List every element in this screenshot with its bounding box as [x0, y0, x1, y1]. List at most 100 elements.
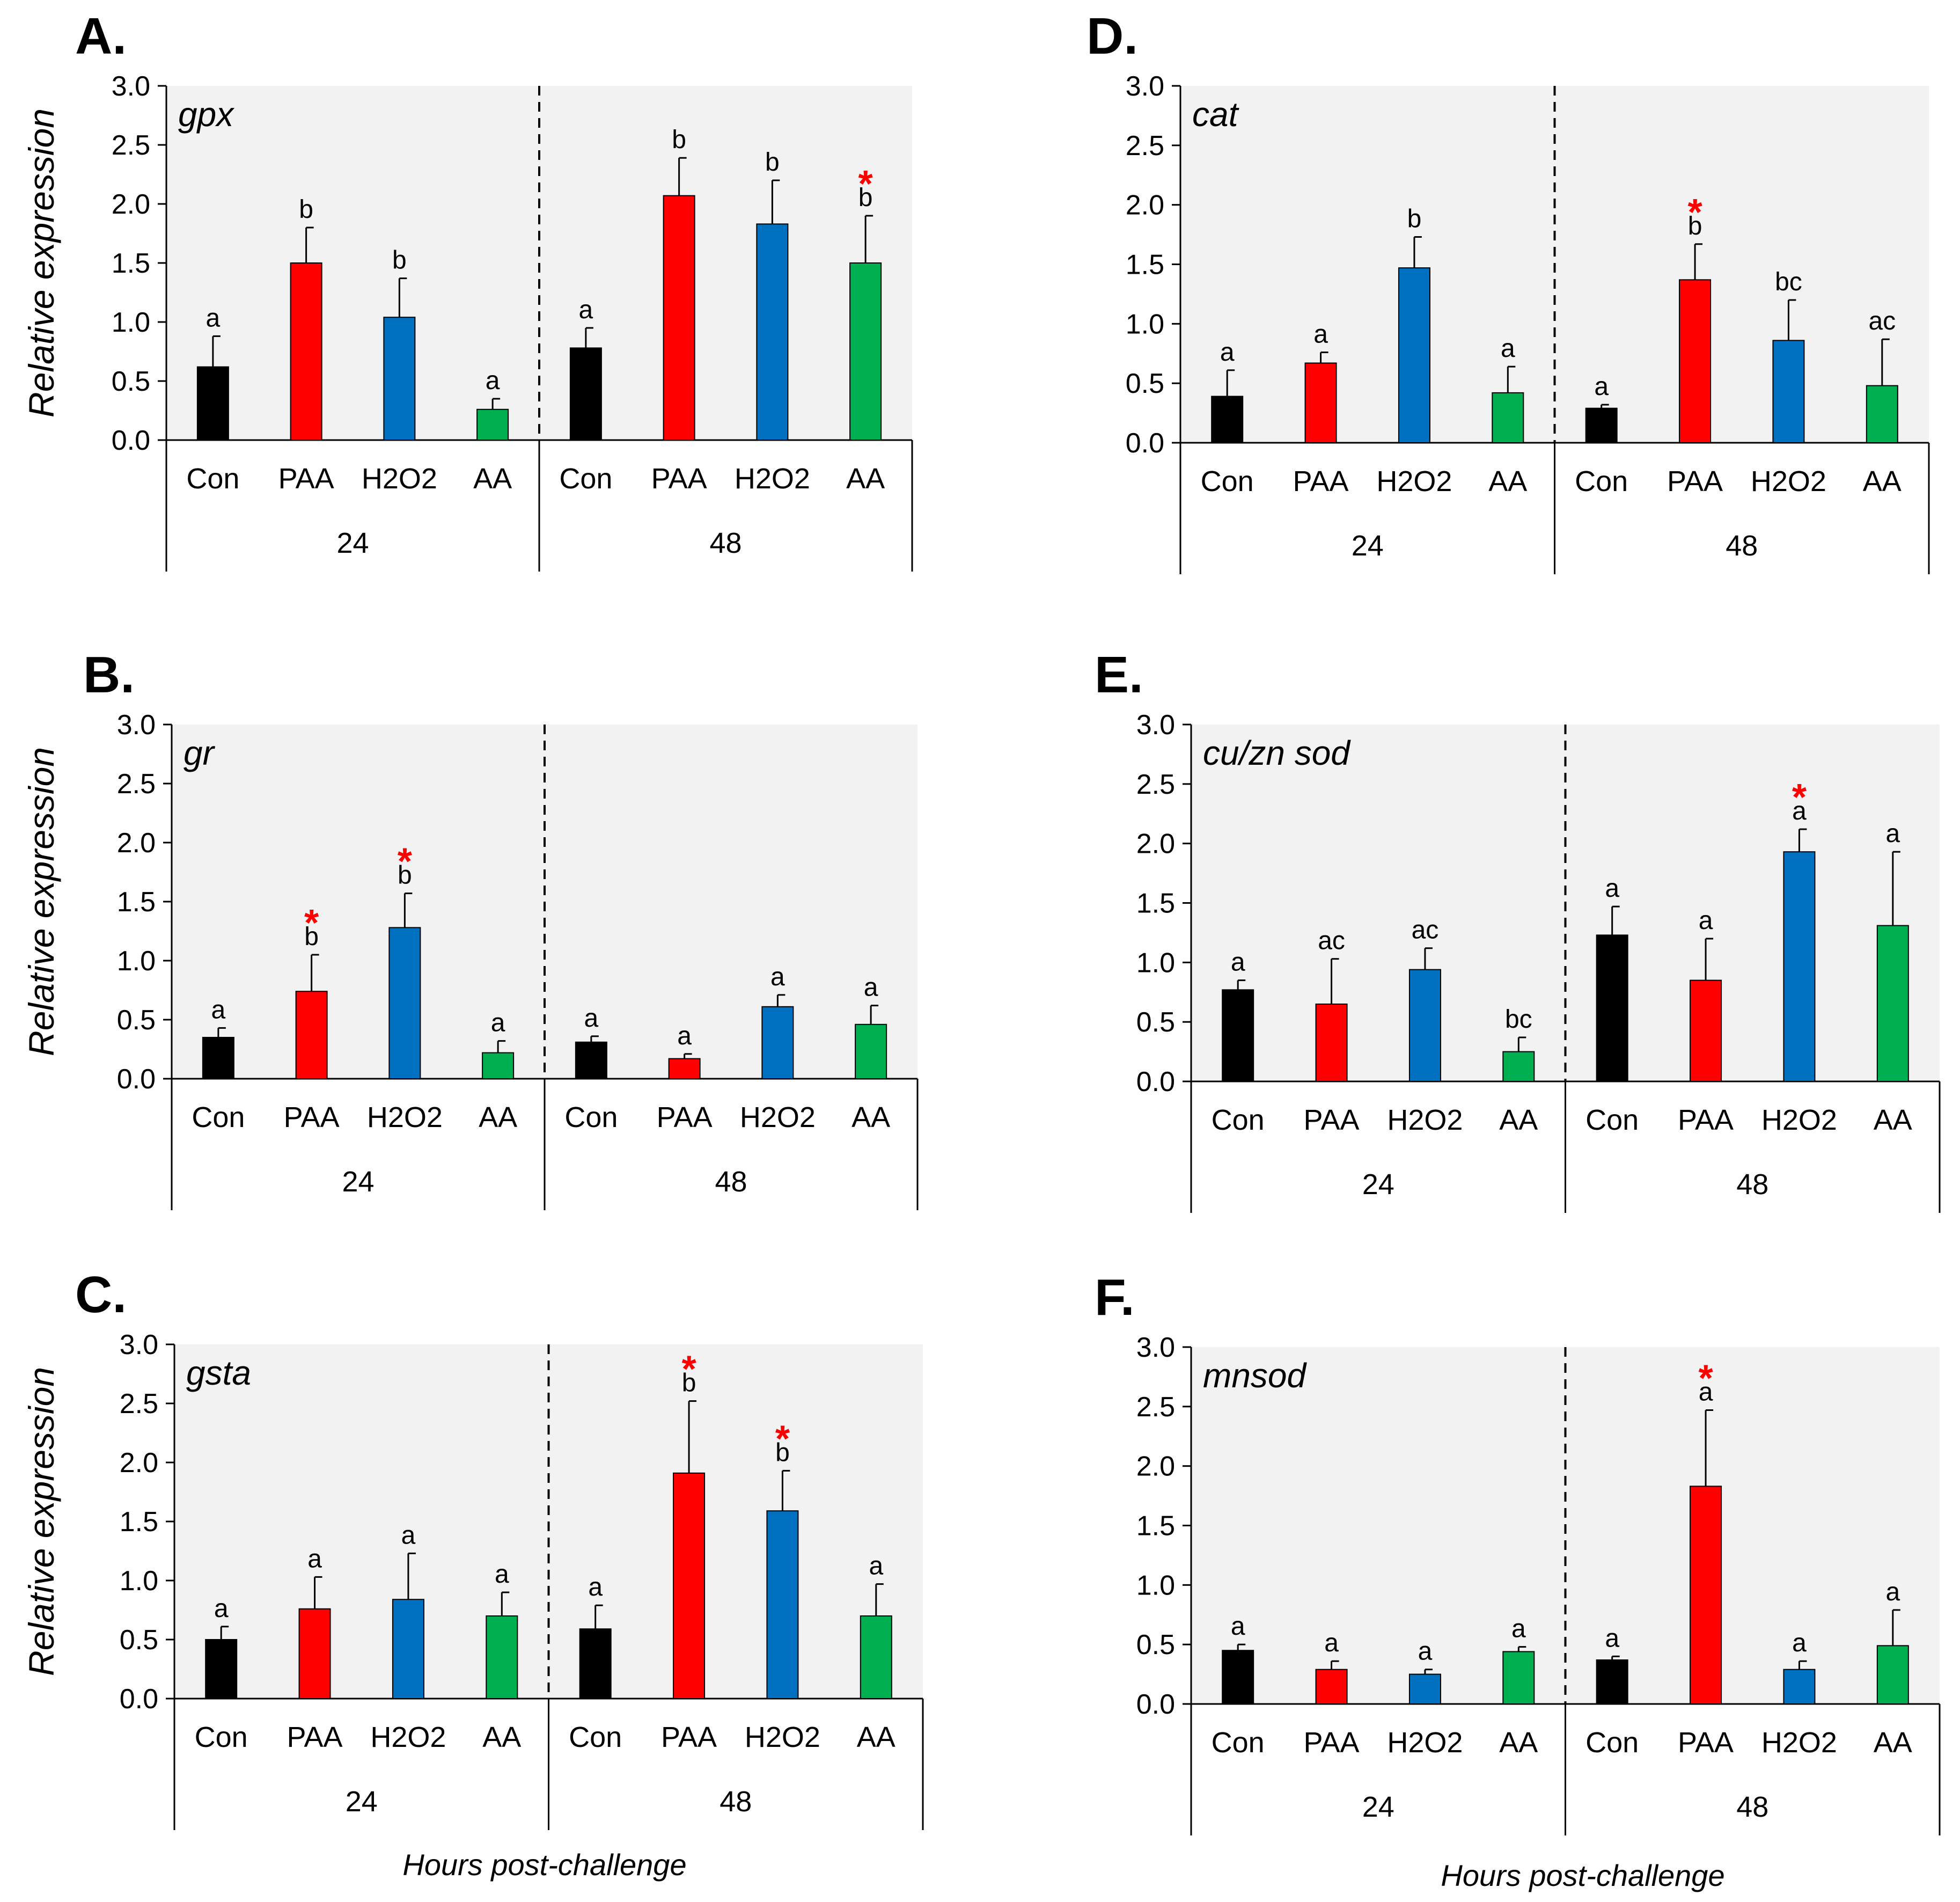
- significance-letter: b: [672, 126, 686, 154]
- bar-h2o2: [1783, 851, 1816, 1082]
- category-label: H2O2: [1761, 1727, 1837, 1759]
- category-label: AA: [1874, 1104, 1912, 1136]
- category-label: Con: [1585, 1727, 1639, 1759]
- bar-con: [1596, 934, 1628, 1082]
- category-label: PAA: [661, 1721, 717, 1753]
- time-label: 48: [709, 527, 742, 559]
- significance-letter: a: [1324, 1629, 1339, 1657]
- y-tick-label: 1.0: [112, 307, 150, 338]
- bar-h2o2: [756, 223, 789, 441]
- panel-letter: C.: [75, 1266, 127, 1323]
- category-label: AA: [1488, 465, 1527, 498]
- significance-letter: b: [682, 1369, 696, 1398]
- significance-letter: a: [1605, 874, 1619, 903]
- significance-star: *: [1687, 191, 1702, 233]
- significance-letter: a: [579, 296, 593, 324]
- time-label: 48: [1736, 1168, 1768, 1201]
- panel-d: D. cat 0.0 0.5 1.0 1.5 2.0 2.5 3.0 24 a Con a PAA b H2O…: [1087, 8, 1930, 574]
- category-label: PAA: [1667, 465, 1723, 498]
- bar-h2o2: [383, 317, 416, 441]
- bar-h2o2: [1772, 340, 1805, 443]
- time-label: 24: [1362, 1791, 1394, 1823]
- significance-letter: a: [1313, 320, 1328, 349]
- time-label: 24: [346, 1786, 378, 1818]
- category-label: Con: [1201, 465, 1254, 498]
- y-tick-label: 0.0: [117, 1064, 156, 1095]
- bar-paa: [1315, 1003, 1348, 1082]
- bar-aa: [860, 1615, 892, 1699]
- category-label: Con: [564, 1101, 618, 1133]
- category-label: AA: [1499, 1104, 1538, 1136]
- y-tick-label: 1.0: [1136, 1570, 1175, 1601]
- panel-letter: F.: [1095, 1269, 1135, 1326]
- bar-con: [205, 1639, 238, 1699]
- category-label: H2O2: [1387, 1104, 1463, 1136]
- bar-paa: [298, 1608, 331, 1700]
- significance-star: *: [304, 902, 319, 943]
- significance-letter: a: [495, 1560, 509, 1589]
- significance-letter: a: [1594, 372, 1609, 401]
- bar-aa: [1502, 1051, 1535, 1082]
- y-tick-label: 1.0: [120, 1566, 158, 1597]
- bar-h2o2: [761, 1006, 794, 1080]
- bar-paa: [1679, 279, 1712, 443]
- significance-letter: b: [775, 1438, 790, 1467]
- bar-paa: [663, 195, 695, 441]
- significance-letter: b: [392, 246, 407, 275]
- significance-letter: a: [1699, 1378, 1713, 1406]
- category-label: Con: [195, 1721, 248, 1753]
- y-tick-label: 1.5: [117, 887, 156, 918]
- y-tick-label: 0.0: [112, 425, 150, 456]
- bar-aa: [1876, 1645, 1909, 1705]
- gene-label: gr: [183, 734, 216, 772]
- bar-con: [196, 366, 229, 441]
- category-label: Con: [1575, 465, 1628, 498]
- category-label: PAA: [1678, 1104, 1734, 1136]
- y-tick-label: 1.5: [1136, 888, 1175, 919]
- bar-con: [202, 1037, 234, 1079]
- bar-paa: [1690, 1486, 1722, 1705]
- y-tick-label: 1.5: [1136, 1511, 1175, 1542]
- time-label: 24: [1352, 530, 1384, 562]
- category-label: H2O2: [735, 463, 810, 495]
- significance-letter: a: [588, 1573, 603, 1601]
- significance-letter: ac: [1412, 916, 1439, 945]
- y-tick-label: 3.0: [112, 71, 150, 102]
- panel-letter: D.: [1087, 8, 1138, 65]
- y-tick-label: 0.0: [1136, 1066, 1175, 1098]
- time-label: 48: [715, 1166, 747, 1198]
- bar-con: [575, 1041, 607, 1080]
- category-label: PAA: [278, 463, 334, 495]
- category-label: H2O2: [367, 1101, 443, 1133]
- bar-paa: [1315, 1669, 1348, 1705]
- significance-letter: a: [677, 1022, 692, 1050]
- bar-aa: [1866, 385, 1898, 443]
- significance-letter: b: [1407, 205, 1422, 233]
- y-tick-label: 1.0: [117, 946, 156, 977]
- significance-letter: a: [1699, 906, 1713, 935]
- gene-label: gpx: [178, 95, 234, 134]
- y-tick-label: 3.0: [117, 709, 156, 741]
- gene-label: gsta: [186, 1354, 251, 1392]
- category-label: AA: [1863, 465, 1902, 498]
- significance-letter: a: [486, 367, 500, 395]
- category-label: PAA: [284, 1101, 340, 1133]
- significance-letter: a: [864, 974, 878, 1002]
- y-tick-label: 2.0: [1136, 1451, 1175, 1482]
- bar-paa: [295, 991, 328, 1079]
- category-label: H2O2: [1751, 465, 1826, 498]
- significance-letter: b: [299, 195, 313, 224]
- y-tick-label: 0.5: [1126, 368, 1164, 399]
- significance-letter: a: [307, 1545, 322, 1573]
- y-tick-label: 2.5: [112, 130, 150, 161]
- y-tick-label: 0.0: [120, 1684, 158, 1715]
- y-tick-label: 2.5: [1126, 130, 1164, 162]
- bar-aa: [482, 1052, 515, 1079]
- significance-letter: b: [765, 148, 780, 177]
- gene-label: mnsod: [1203, 1356, 1308, 1395]
- y-tick-label: 3.0: [1136, 709, 1175, 741]
- gene-label: cu/zn sod: [1203, 734, 1351, 772]
- y-tick-label: 2.0: [1136, 829, 1175, 860]
- panel-b: B. gr 0.0 0.5 1.0 1.5 2.0 2.5 3.0 Relative expres…: [21, 646, 919, 1210]
